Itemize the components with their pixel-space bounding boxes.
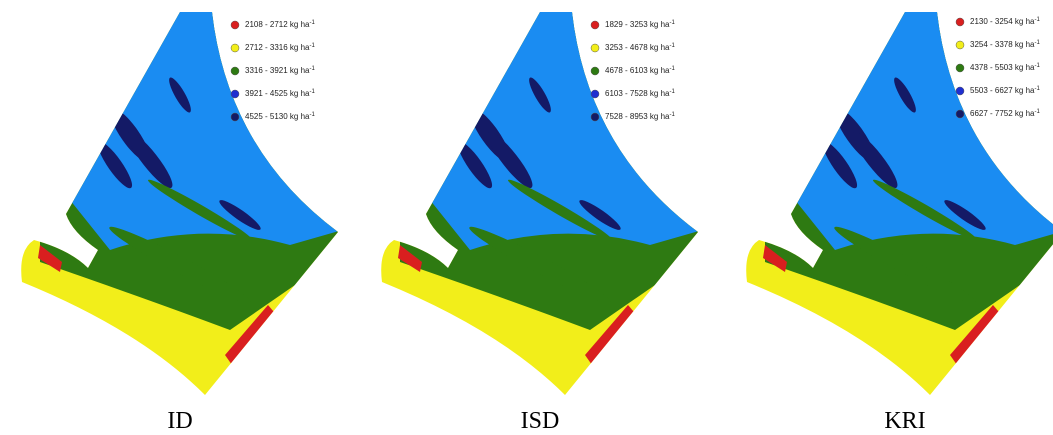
map-panel: 2108 - 2712 kg ha-12712 - 3316 kg ha-133… bbox=[0, 0, 1053, 434]
legend-exponent: -1 bbox=[1035, 40, 1041, 46]
legend-range: 4525 - 5130 kg ha bbox=[245, 112, 310, 121]
panel-label: KRI bbox=[884, 408, 925, 434]
legend-label: 4678 - 6103 kg ha-1 bbox=[605, 66, 675, 76]
legend-label: 7528 - 8953 kg ha-1 bbox=[605, 112, 675, 122]
figure: 2108 - 2712 kg ha-12712 - 3316 kg ha-133… bbox=[0, 0, 1053, 435]
legend-exponent: -1 bbox=[670, 20, 676, 26]
legend-label: 5503 - 6627 kg ha-1 bbox=[970, 86, 1040, 96]
legend-exponent: -1 bbox=[670, 89, 676, 95]
legend-exponent: -1 bbox=[1035, 17, 1041, 23]
panel-label: ISD bbox=[521, 408, 560, 434]
legend-label: 1829 - 3253 kg ha-1 bbox=[605, 20, 675, 30]
legend-dot bbox=[591, 44, 599, 52]
legend-range: 2108 - 2712 kg ha bbox=[245, 20, 310, 29]
legend-label: 4378 - 5503 kg ha-1 bbox=[970, 63, 1040, 73]
legend-range: 4678 - 6103 kg ha bbox=[605, 66, 670, 75]
panel-label: ID bbox=[167, 408, 192, 434]
legend-range: 1829 - 3253 kg ha bbox=[605, 20, 670, 29]
legend-exponent: -1 bbox=[1035, 86, 1041, 92]
legend-label: 6103 - 7528 kg ha-1 bbox=[605, 89, 675, 99]
legend-range: 7528 - 8953 kg ha bbox=[605, 112, 670, 121]
legend-dot bbox=[956, 18, 964, 26]
legend-exponent: -1 bbox=[1035, 109, 1041, 115]
legend-dot bbox=[956, 41, 964, 49]
legend-label: 6627 - 7752 kg ha-1 bbox=[970, 109, 1040, 119]
legend-dot bbox=[956, 87, 964, 95]
legend-range: 3253 - 4678 kg ha bbox=[605, 43, 670, 52]
legend-exponent: -1 bbox=[670, 112, 676, 118]
legend-label: 3254 - 3378 kg ha-1 bbox=[970, 40, 1040, 50]
legend-dot bbox=[591, 90, 599, 98]
legend-dot bbox=[231, 113, 239, 121]
legend-label: 3253 - 4678 kg ha-1 bbox=[605, 43, 675, 53]
legend-exponent: -1 bbox=[310, 89, 316, 95]
legend-dot bbox=[231, 67, 239, 75]
legend-exponent: -1 bbox=[670, 66, 676, 72]
yield-map bbox=[360, 0, 720, 420]
legend-dot bbox=[956, 110, 964, 118]
legend-range: 6103 - 7528 kg ha bbox=[605, 89, 670, 98]
legend-label: 3316 - 3921 kg ha-1 bbox=[245, 66, 315, 76]
legend-exponent: -1 bbox=[310, 43, 316, 49]
legend-exponent: -1 bbox=[670, 43, 676, 49]
legend-label: 2108 - 2712 kg ha-1 bbox=[245, 20, 315, 30]
legend-range: 2712 - 3316 kg ha bbox=[245, 43, 310, 52]
legend-range: 3316 - 3921 kg ha bbox=[245, 66, 310, 75]
legend-exponent: -1 bbox=[1035, 63, 1041, 69]
legend-label: 2712 - 3316 kg ha-1 bbox=[245, 43, 315, 53]
legend-label: 2130 - 3254 kg ha-1 bbox=[970, 17, 1040, 27]
legend-dot bbox=[231, 44, 239, 52]
yield-map bbox=[0, 0, 360, 420]
legend-dot bbox=[231, 90, 239, 98]
legend-range: 5503 - 6627 kg ha bbox=[970, 86, 1035, 95]
legend-dot bbox=[956, 64, 964, 72]
legend-label: 4525 - 5130 kg ha-1 bbox=[245, 112, 315, 122]
legend-exponent: -1 bbox=[310, 20, 316, 26]
legend-exponent: -1 bbox=[310, 66, 316, 72]
legend-range: 4378 - 5503 kg ha bbox=[970, 63, 1035, 72]
legend-dot bbox=[231, 21, 239, 29]
legend-range: 3254 - 3378 kg ha bbox=[970, 40, 1035, 49]
legend-range: 6627 - 7752 kg ha bbox=[970, 109, 1035, 118]
legend-range: 3921 - 4525 kg ha bbox=[245, 89, 310, 98]
legend-exponent: -1 bbox=[310, 112, 316, 118]
legend-dot bbox=[591, 21, 599, 29]
legend-range: 2130 - 3254 kg ha bbox=[970, 17, 1035, 26]
legend-dot bbox=[591, 67, 599, 75]
legend-label: 3921 - 4525 kg ha-1 bbox=[245, 89, 315, 99]
legend-dot bbox=[591, 113, 599, 121]
